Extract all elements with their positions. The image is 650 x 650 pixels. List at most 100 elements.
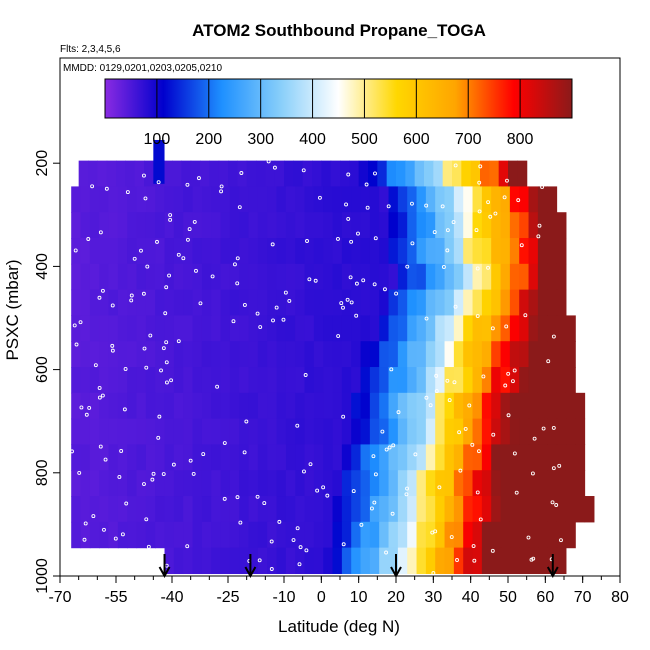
- heatmap-cell: [435, 392, 446, 420]
- heatmap-cell: [229, 496, 240, 523]
- sample-point: [141, 291, 146, 296]
- sample-point: [139, 248, 143, 253]
- heatmap-cell: [500, 186, 511, 213]
- sample-point: [235, 495, 240, 500]
- heatmap-cell: [565, 418, 576, 446]
- sample-point: [201, 452, 206, 457]
- heatmap-cell: [472, 547, 483, 575]
- heatmap-cell: [220, 263, 231, 291]
- heatmap-cell: [360, 392, 371, 420]
- heatmap-cell: [127, 289, 138, 317]
- heatmap-cell: [276, 470, 287, 497]
- heatmap-cell: [117, 367, 128, 394]
- heatmap-cell: [257, 392, 268, 420]
- heatmap-cell: [369, 444, 380, 471]
- sample-point: [477, 209, 482, 214]
- heatmap-cell: [276, 496, 287, 523]
- heatmap-cell: [341, 444, 352, 471]
- sample-point: [164, 380, 169, 385]
- heatmap-cell: [295, 212, 306, 239]
- sample-point: [222, 441, 227, 445]
- heatmap-cell: [388, 470, 399, 497]
- heatmap-cell: [360, 341, 371, 368]
- heatmap-cell: [99, 367, 110, 394]
- heatmap-cell: [537, 444, 548, 471]
- sample-point: [434, 389, 439, 394]
- heatmap-cell: [127, 315, 138, 342]
- sample-point: [295, 526, 300, 531]
- heatmap-cell: [80, 392, 91, 420]
- sample-point: [424, 203, 429, 208]
- sample-point: [424, 395, 429, 400]
- heatmap-cell: [351, 341, 362, 368]
- heatmap-cell: [519, 496, 530, 523]
- sample-point: [269, 567, 274, 571]
- heatmap-cell: [444, 186, 455, 213]
- heatmap-cell: [537, 547, 548, 575]
- heatmap-cell: [295, 186, 306, 213]
- heatmap-cell: [351, 212, 362, 239]
- heatmap-cell: [416, 521, 427, 549]
- heatmap-cell: [229, 186, 240, 213]
- heatmap-cell: [313, 392, 324, 420]
- sample-point: [262, 501, 267, 506]
- sample-point: [232, 262, 237, 267]
- sample-point: [210, 274, 215, 279]
- heatmap-cell: [117, 392, 128, 420]
- heatmap-cell: [183, 212, 194, 239]
- heatmap-cell: [351, 289, 362, 317]
- heatmap-cell: [416, 186, 427, 213]
- heatmap-cell: [323, 470, 334, 497]
- heatmap-cell: [89, 418, 100, 446]
- sample-point: [270, 242, 275, 247]
- sample-point: [559, 538, 563, 543]
- sample-point: [187, 227, 192, 232]
- heatmap-cell: [218, 160, 229, 188]
- heatmap-cell: [369, 367, 380, 394]
- heatmap-cell: [396, 160, 406, 188]
- heatmap-cell: [463, 315, 474, 342]
- heatmap-cell: [472, 470, 483, 497]
- heatmap-cell: [397, 547, 408, 575]
- heatmap-cell: [509, 392, 520, 420]
- heatmap-cell: [229, 315, 240, 342]
- heatmap-cell: [136, 470, 147, 497]
- sample-point: [530, 471, 535, 476]
- heatmap-cell: [183, 496, 194, 523]
- heatmap-cell: [229, 418, 240, 446]
- heatmap-cell: [248, 418, 259, 446]
- heatmap-cell: [313, 289, 324, 317]
- heatmap-cell: [386, 160, 397, 188]
- heatmap-cell: [332, 521, 343, 549]
- sample-point: [98, 444, 103, 449]
- heatmap-cell: [472, 367, 483, 394]
- heatmap-cell: [444, 392, 455, 420]
- heatmap-cell: [313, 367, 324, 394]
- heatmap-cell: [509, 496, 520, 523]
- sample-point: [141, 173, 146, 178]
- heatmap-cell: [127, 186, 138, 213]
- heatmap-cell: [257, 341, 268, 368]
- heatmap-cell: [80, 367, 91, 394]
- heatmap-cell: [173, 289, 184, 317]
- heatmap-cell: [379, 238, 390, 265]
- heatmap-cell: [99, 470, 110, 497]
- sample-point: [161, 346, 166, 351]
- colorbar-tick-label: 800: [507, 131, 534, 148]
- sample-point: [383, 287, 387, 292]
- heatmap-cell: [528, 392, 539, 420]
- heatmap-cell: [498, 160, 509, 188]
- heatmap-cell: [173, 186, 184, 213]
- sample-point: [506, 413, 511, 418]
- sample-point: [145, 264, 150, 269]
- sample-point: [257, 558, 262, 563]
- sample-point: [258, 325, 263, 330]
- heatmap-cell: [323, 547, 334, 575]
- heatmap-cell: [116, 160, 126, 188]
- heatmap-cell: [463, 418, 474, 446]
- heatmap-cell: [304, 238, 315, 265]
- heatmap-cell: [565, 444, 576, 471]
- heatmap-cell: [144, 160, 154, 188]
- heatmap-cell: [332, 238, 343, 265]
- heatmap-cell: [481, 315, 492, 342]
